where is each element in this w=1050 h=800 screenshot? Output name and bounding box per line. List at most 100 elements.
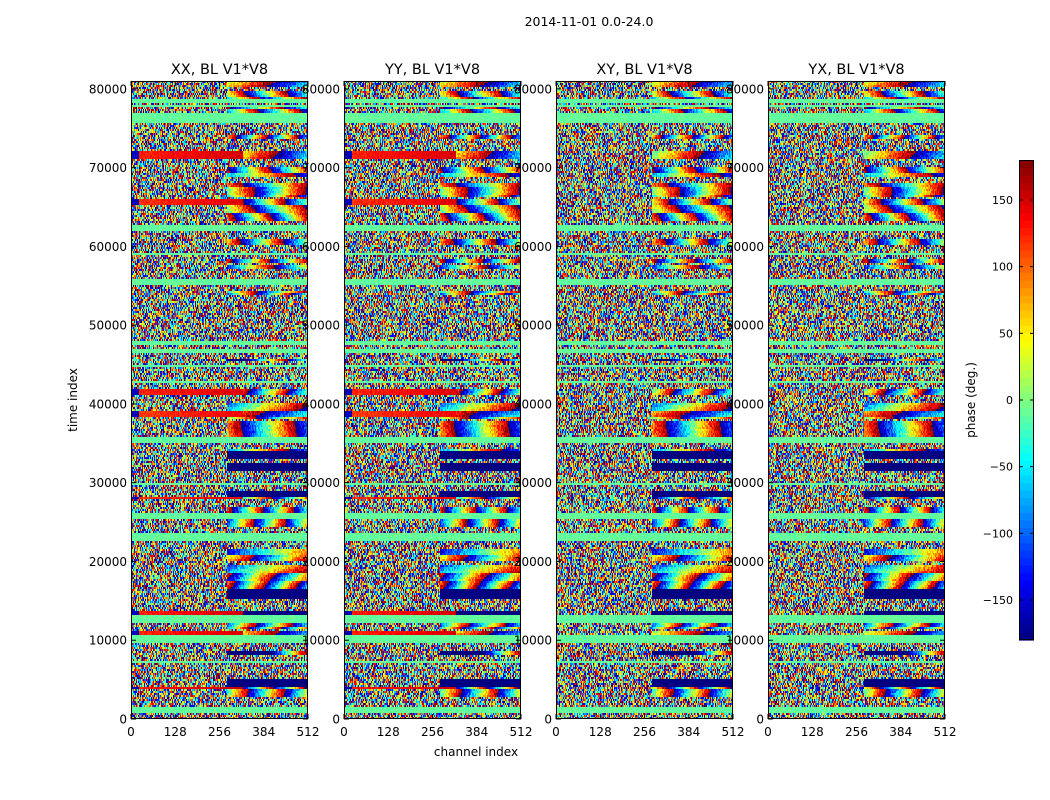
colorbar-tick-label: 0 <box>1006 394 1013 407</box>
x-tick-label: 128 <box>377 725 400 739</box>
colorbar-segment <box>1019 572 1034 581</box>
colorbar-segment <box>1019 542 1034 551</box>
x-tick-label: 256 <box>421 725 444 739</box>
figure-suptitle: 2014-11-01 0.0-24.0 <box>525 14 654 29</box>
y-tick-label: 60000 <box>89 240 127 254</box>
y-tick-label: 60000 <box>302 240 340 254</box>
x-tick-label: 0 <box>764 725 772 739</box>
x-tick-label: 128 <box>164 725 187 739</box>
colorbar-segment <box>1019 445 1034 454</box>
colorbar-segment <box>1019 242 1034 251</box>
y-tick-label: 60000 <box>514 240 552 254</box>
colorbar-segment <box>1019 467 1034 476</box>
y-tick-label: 80000 <box>302 82 340 96</box>
heatmap-image-xy <box>556 81 733 719</box>
colorbar-label: phase (deg.) <box>964 362 978 438</box>
y-tick-label: 10000 <box>302 634 340 648</box>
y-tick-label: 0 <box>544 713 552 727</box>
colorbar-segment <box>1019 182 1034 191</box>
colorbar-segment <box>1019 550 1034 559</box>
colorbar-segment <box>1019 422 1034 431</box>
y-tick-label: 10000 <box>514 634 552 648</box>
x-tick-label: 512 <box>297 725 320 739</box>
y-tick-label: 30000 <box>89 476 127 490</box>
x-tick-label: 384 <box>889 725 912 739</box>
colorbar-segment <box>1019 385 1034 394</box>
colorbar-segment <box>1019 392 1034 401</box>
colorbar-segment <box>1019 632 1034 641</box>
y-tick-label: 10000 <box>89 634 127 648</box>
colorbar-segment <box>1019 625 1034 634</box>
colorbar-segment <box>1019 595 1034 604</box>
colorbar-segment <box>1019 265 1034 274</box>
colorbar-segment <box>1019 295 1034 304</box>
panel-yy: YY, BL V1*V8 0 128 256 384 512 0 10000 20000 3000… <box>302 62 533 739</box>
colorbar-segment <box>1019 557 1034 566</box>
y-tick-label: 30000 <box>302 476 340 490</box>
heatmap-image-xx <box>131 81 308 719</box>
y-tick-label: 40000 <box>302 397 340 411</box>
y-tick-label: 40000 <box>514 397 552 411</box>
panel-title: XX, BL V1*V8 <box>171 62 268 78</box>
y-tick-label: 50000 <box>302 319 340 333</box>
y-tick-label: 70000 <box>302 161 340 175</box>
colorbar-segment <box>1019 415 1034 424</box>
colorbar-segment <box>1019 497 1034 506</box>
colorbar-segment <box>1019 610 1034 619</box>
y-tick-label: 20000 <box>514 555 552 569</box>
y-tick-label: 80000 <box>726 82 764 96</box>
colorbar-segment <box>1019 212 1034 221</box>
x-tick-label: 256 <box>633 725 656 739</box>
colorbar-segment <box>1019 160 1034 169</box>
x-tick-label: 0 <box>127 725 135 739</box>
colorbar-segment <box>1019 587 1034 596</box>
heatmap-canvas-xy <box>556 81 733 719</box>
x-tick-label: 384 <box>252 725 275 739</box>
colorbar-tick-label: 150 <box>992 194 1013 207</box>
colorbar-segment <box>1019 437 1034 446</box>
colorbar-segment <box>1019 325 1034 334</box>
heatmap-image-yx <box>768 81 945 719</box>
colorbar-segment <box>1019 362 1034 371</box>
colorbar-segment <box>1019 310 1034 319</box>
colorbar-segment <box>1019 505 1034 514</box>
heatmap-canvas-xx <box>131 81 308 719</box>
y-tick-label: 70000 <box>89 161 127 175</box>
colorbar-segment <box>1019 175 1034 184</box>
colorbar-segment <box>1019 340 1034 349</box>
colorbar-segment <box>1019 235 1034 244</box>
colorbar-segment <box>1019 272 1034 281</box>
colorbar-segment <box>1019 302 1034 311</box>
colorbar-segment <box>1019 220 1034 229</box>
colorbar-segment <box>1019 617 1034 626</box>
x-tick-label: 128 <box>801 725 824 739</box>
heatmap-panels: XX, BL V1*V8 0 128 256 384 512 0 10000 20000 3000… <box>89 62 957 739</box>
x-tick-label: 0 <box>552 725 560 739</box>
y-tick-label: 70000 <box>726 161 764 175</box>
colorbar-tick-label: 50 <box>999 327 1013 340</box>
panel-xy: XY, BL V1*V8 0 128 256 384 512 0 10000 20000 3000… <box>514 62 745 739</box>
y-tick-label: 70000 <box>514 161 552 175</box>
y-tick-label: 20000 <box>302 555 340 569</box>
y-tick-label: 30000 <box>726 476 764 490</box>
colorbar-segment <box>1019 475 1034 484</box>
colorbar-segment <box>1019 565 1034 574</box>
x-tick-label: 512 <box>510 725 533 739</box>
heatmap-image-yy <box>344 81 521 719</box>
y-tick-label: 0 <box>756 713 764 727</box>
y-tick-label: 0 <box>332 713 340 727</box>
colorbar-segment <box>1019 482 1034 491</box>
y-tick-label: 20000 <box>89 555 127 569</box>
colorbar-segment <box>1019 602 1034 611</box>
heatmap-canvas-yx <box>768 81 945 719</box>
colorbar-segment <box>1019 430 1034 439</box>
colorbar-segment <box>1019 535 1034 544</box>
colorbar-segment <box>1019 280 1034 289</box>
panel-xx: XX, BL V1*V8 0 128 256 384 512 0 10000 20000 3000… <box>89 62 320 739</box>
colorbar-segment <box>1019 355 1034 364</box>
x-tick-label: 0 <box>340 725 348 739</box>
colorbar-segment <box>1019 400 1034 409</box>
x-tick-label: 256 <box>845 725 868 739</box>
y-tick-label: 80000 <box>89 82 127 96</box>
